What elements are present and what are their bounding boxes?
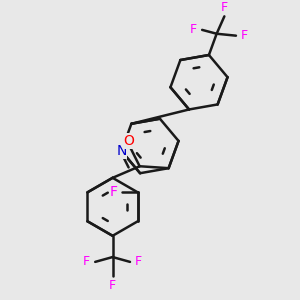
Text: F: F — [135, 255, 142, 268]
Text: N: N — [116, 144, 127, 158]
Text: F: F — [241, 29, 248, 42]
Text: F: F — [221, 1, 228, 14]
Text: F: F — [109, 279, 116, 292]
Text: F: F — [110, 185, 118, 199]
Text: F: F — [83, 255, 90, 268]
Text: F: F — [190, 23, 197, 36]
Text: O: O — [124, 134, 134, 148]
